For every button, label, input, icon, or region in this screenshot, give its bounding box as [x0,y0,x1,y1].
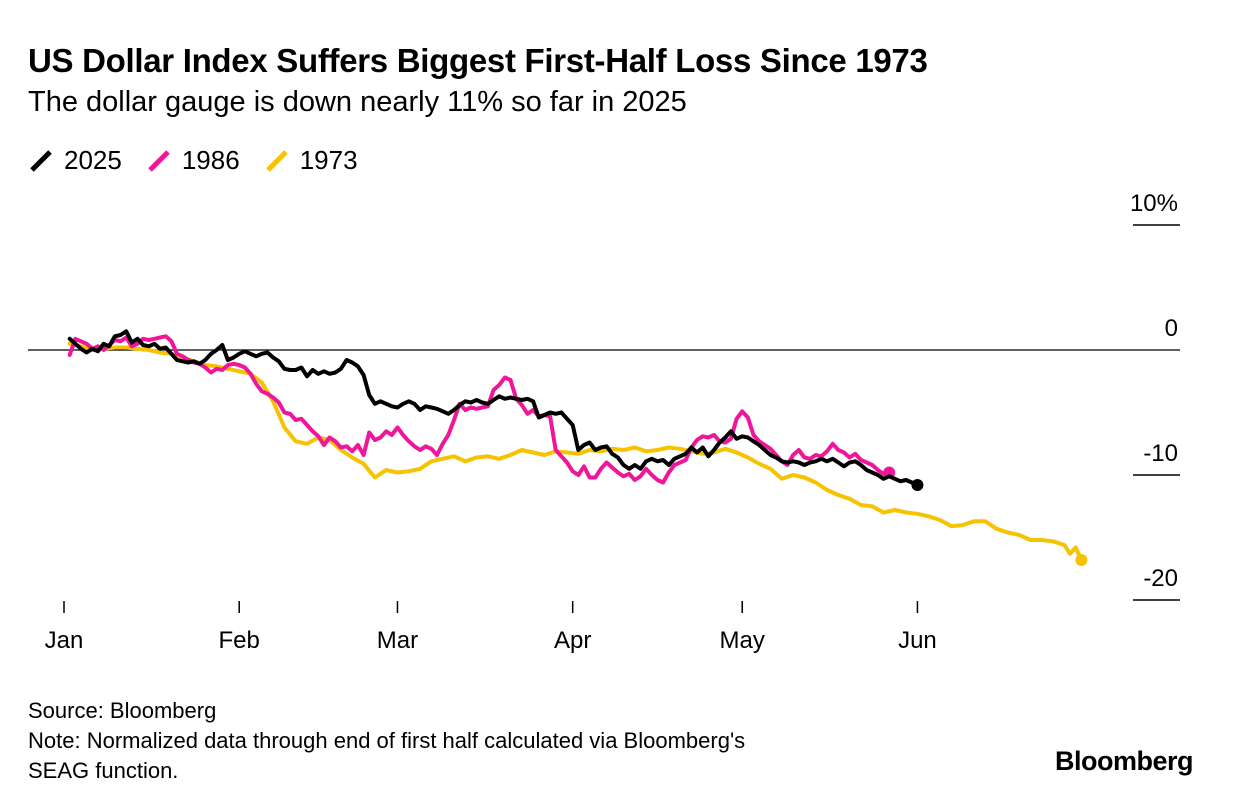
legend-item-1986: 1986 [146,145,240,176]
legend-swatch-1973-icon [265,149,288,172]
legend: 2025 1986 1973 [28,145,382,176]
x-tick-label: Apr [554,627,591,654]
x-tick-label: Jun [898,627,937,654]
series-line-1973 [67,341,1084,562]
legend-item-2025: 2025 [28,145,122,176]
series-end-marker-1973 [1075,554,1088,566]
y-tick-label: 0 [1165,315,1178,342]
footer: Source: Bloomberg Note: Normalized data … [28,696,745,786]
y-tick-label: -20 [1143,565,1178,592]
legend-label-1986: 1986 [181,145,240,175]
note-text-line-2: SEAG function. [28,758,179,783]
x-tick-label: Feb [219,627,260,654]
y-tick-label: 10% [1130,190,1178,217]
note-text-line-1: Note: Normalized data through end of fir… [28,728,746,753]
source-text: Source: Bloomberg [28,698,217,723]
series-line-1986 [67,334,892,485]
chart-title: US Dollar Index Suffers Biggest First-Ha… [28,42,928,79]
legend-swatch-2025-icon [30,149,52,172]
legend-label-1973: 1973 [299,145,358,175]
series-end-marker-2025 [911,479,924,491]
y-tick-label: -10 [1143,440,1178,467]
bloomberg-logo: Bloomberg [1054,746,1194,776]
legend-label-2025: 2025 [64,145,122,175]
series-line-2025 [67,329,920,487]
legend-item-1973: 1973 [264,145,358,176]
chart-subtitle: The dollar gauge is down nearly 11% so f… [28,86,687,118]
x-tick-label: Jan [45,627,84,654]
x-tick-label: Mar [377,627,418,654]
x-tick-label: May [720,627,765,654]
legend-swatch-1986-icon [148,149,170,172]
